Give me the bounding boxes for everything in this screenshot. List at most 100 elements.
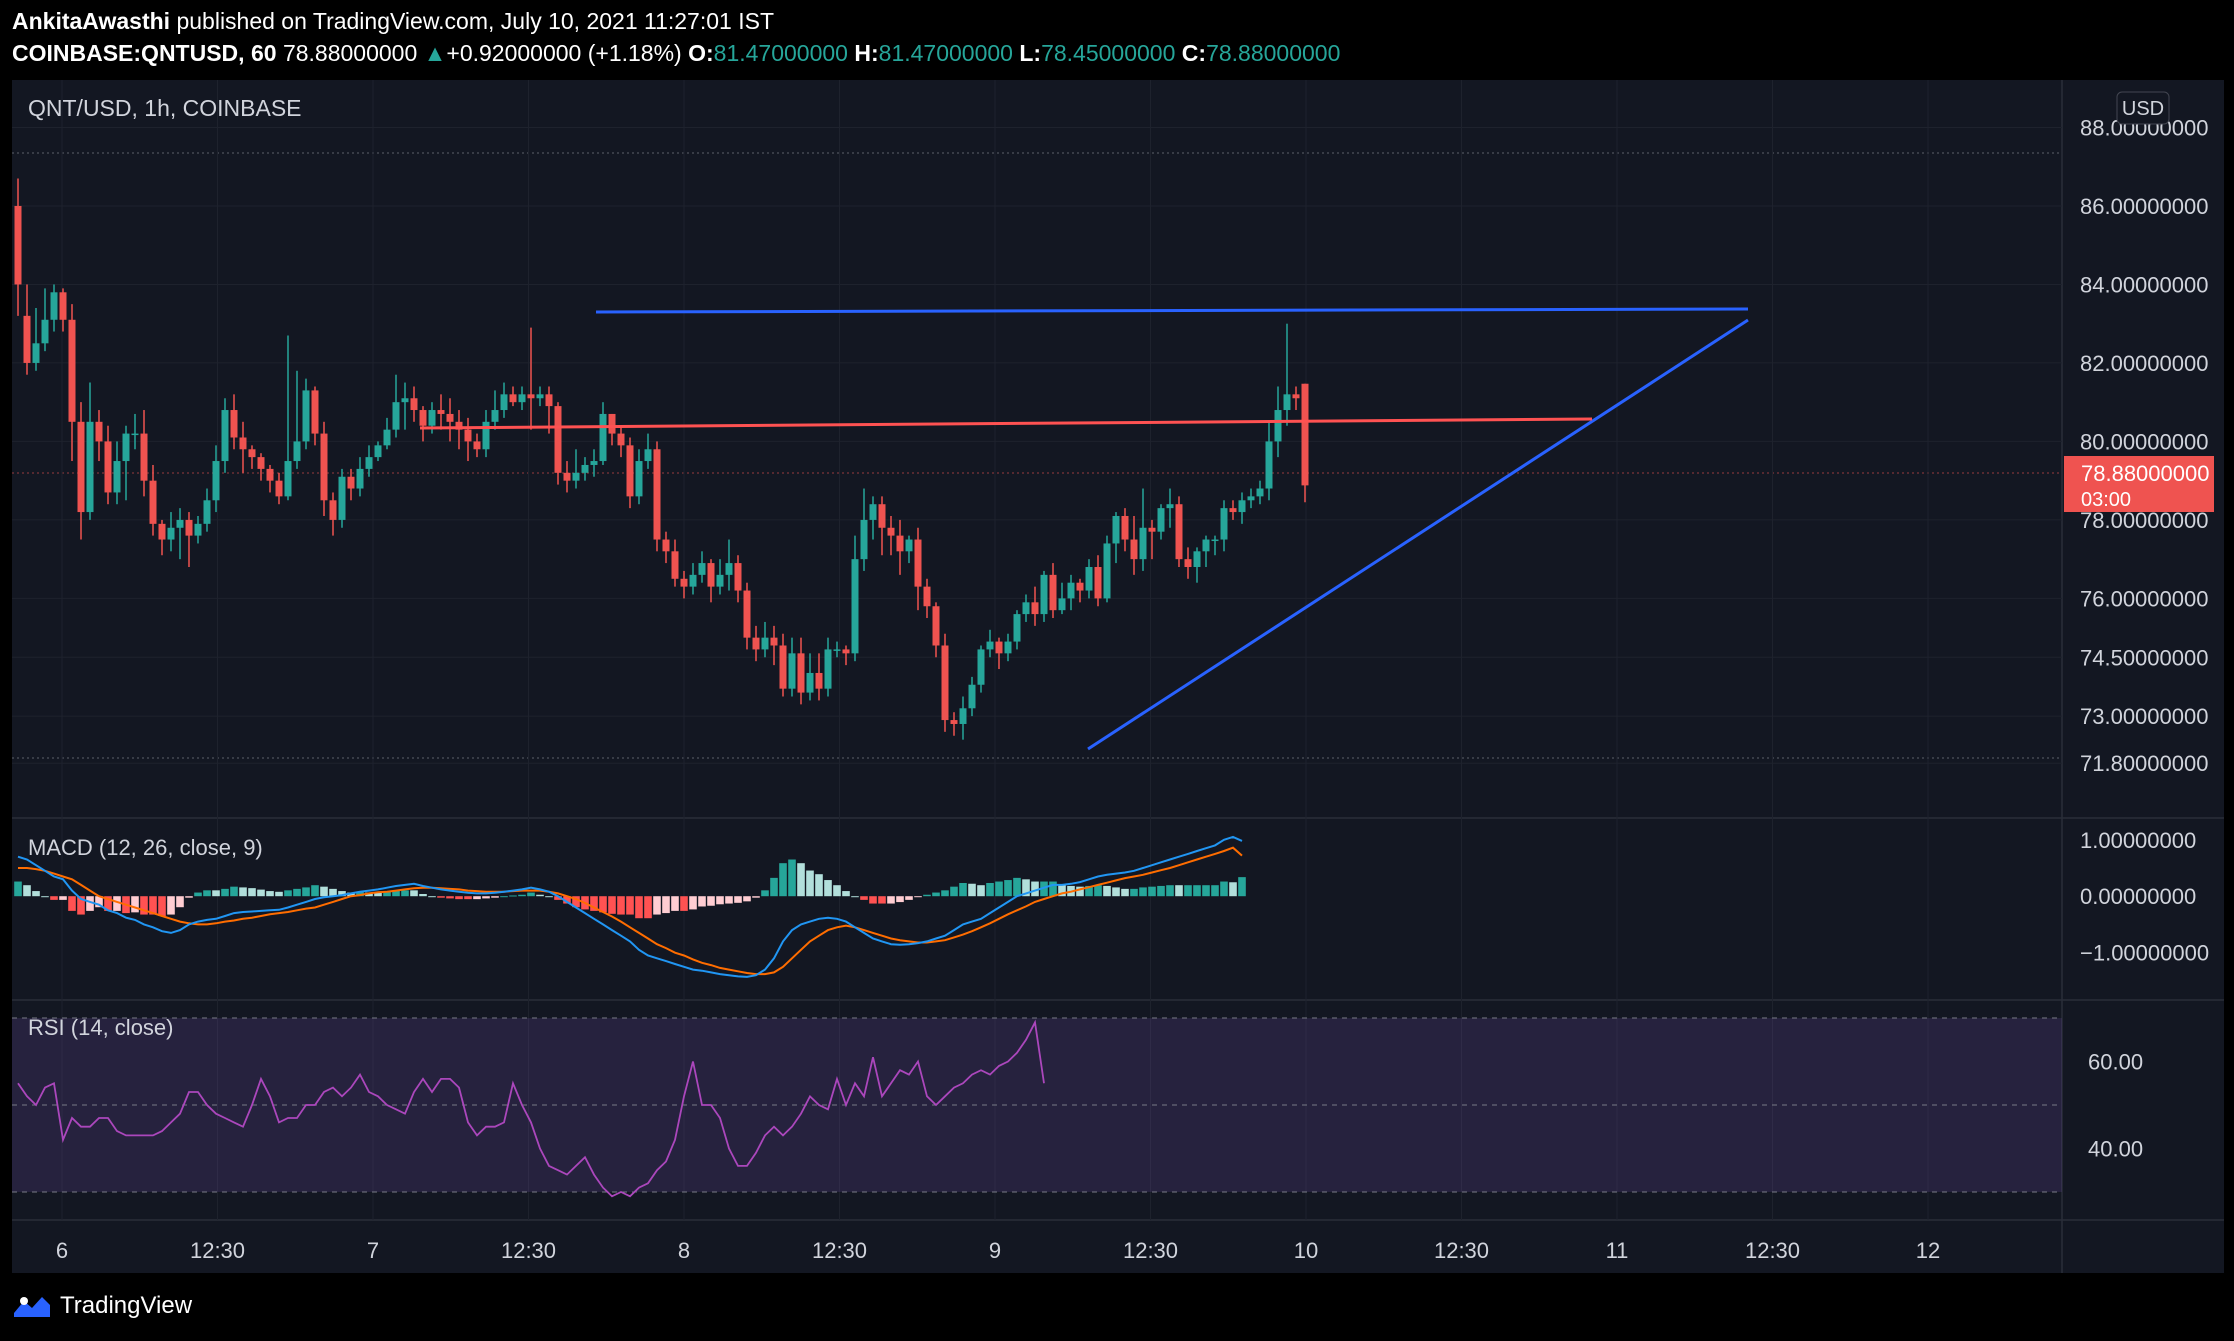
macd-histogram-bar — [1076, 886, 1084, 897]
macd-histogram-bar — [221, 888, 229, 897]
macd-histogram-bar — [77, 896, 85, 915]
close-label: C: — [1181, 40, 1207, 66]
candle-body — [257, 457, 265, 469]
rsi-line — [17, 1019, 1045, 1198]
macd-histogram-bar — [446, 896, 454, 899]
candle-body — [302, 390, 310, 442]
time-tick-label: 12:30 — [1434, 1238, 1489, 1263]
candle-body — [680, 578, 688, 587]
macd-histogram-bar — [986, 883, 994, 897]
macd-histogram-bar — [1202, 885, 1210, 897]
macd-histogram-bar — [1121, 888, 1129, 897]
candle-body — [1301, 383, 1309, 486]
candle-body — [410, 398, 418, 411]
candle-body — [68, 319, 76, 422]
candle-body — [401, 398, 409, 403]
candle-body — [1211, 539, 1219, 542]
macd-histogram-bar — [419, 894, 427, 897]
macd-histogram-bar — [284, 890, 292, 897]
candle-body — [788, 653, 796, 689]
candle-body — [1274, 410, 1282, 442]
macd-histogram-bar — [257, 889, 265, 897]
macd-tick-label: −1.00000000 — [2080, 941, 2209, 966]
candle-body — [140, 433, 148, 481]
candle-body — [320, 433, 328, 501]
candle-body — [689, 574, 697, 587]
candle-body — [671, 551, 679, 579]
candle-body — [1175, 504, 1183, 560]
candle-body — [347, 476, 355, 489]
candle-body — [482, 421, 490, 450]
macd-histogram-bar — [212, 890, 220, 897]
macd-histogram-bar — [815, 874, 823, 897]
candle-body — [770, 637, 778, 646]
time-tick-label: 8 — [678, 1238, 690, 1263]
candle-body — [977, 649, 985, 685]
candle-body — [905, 539, 913, 552]
publisher-name[interactable]: AnkitaAwasthi — [12, 8, 171, 34]
macd-histogram-bar — [833, 885, 841, 897]
candle-body — [176, 519, 184, 528]
macd-histogram-bar — [437, 896, 445, 898]
macd-histogram-bar — [797, 863, 805, 897]
candle-body — [941, 645, 949, 721]
candle-body — [590, 461, 598, 465]
candle-body — [806, 672, 814, 693]
macd-histogram-bar — [14, 881, 22, 897]
ohlc-line: COINBASE:QNTUSD, 60 78.88000000 ▲+0.9200… — [12, 40, 1340, 67]
macd-histogram-bar — [464, 896, 472, 900]
time-tick-label: 12:30 — [812, 1238, 867, 1263]
candle-body — [608, 413, 616, 434]
candle-body — [338, 476, 346, 520]
candle-body — [1103, 543, 1111, 599]
macd-histogram-bar — [563, 896, 571, 904]
macd-histogram-bar — [185, 896, 193, 898]
macd-tick-label: 1.00000000 — [2080, 828, 2196, 853]
candle-body — [41, 319, 49, 344]
macd-histogram-bar — [806, 870, 814, 897]
macd-histogram-bar — [887, 896, 895, 904]
high-value: 81.47000000 — [878, 40, 1013, 66]
macd-histogram-bar — [1013, 877, 1021, 897]
candle-body — [1031, 602, 1039, 615]
macd-histogram-bar — [266, 891, 274, 897]
candle-body — [185, 519, 193, 536]
macd-pane-title: MACD (12, 26, close, 9) — [28, 835, 263, 860]
price-tick-label: 71.80000000 — [2080, 751, 2208, 776]
macd-histogram-bar — [1094, 885, 1102, 897]
symbol-label: COINBASE:QNTUSD, 60 — [12, 40, 277, 66]
candle-body — [959, 708, 967, 724]
chart-area[interactable] — [12, 80, 2224, 1273]
candle-body — [581, 464, 589, 473]
candle-body — [716, 574, 724, 587]
macd-histogram-bar — [1058, 885, 1066, 897]
macd-histogram-bar — [527, 892, 535, 897]
candle-body — [1148, 527, 1156, 532]
rsi-pane-title: RSI (14, close) — [28, 1015, 174, 1040]
candle-body — [50, 292, 58, 320]
candle-body — [797, 653, 805, 693]
macd-histogram-bar — [599, 896, 607, 913]
candle-body — [824, 649, 832, 689]
price-tick-label: 78.00000000 — [2080, 508, 2208, 533]
macd-histogram-bar — [383, 891, 391, 897]
candle-body — [167, 527, 175, 540]
macd-histogram-bar — [851, 896, 859, 898]
macd-histogram-bar — [167, 896, 175, 915]
candle-body — [725, 563, 733, 575]
candle-body — [878, 504, 886, 528]
candle-body — [815, 672, 823, 689]
macd-histogram-bar — [1211, 885, 1219, 897]
low-label: L: — [1019, 40, 1042, 66]
candle-body — [284, 461, 292, 497]
candle-body — [914, 539, 922, 587]
macd-histogram-bar — [914, 896, 922, 898]
macd-histogram-bar — [356, 891, 364, 897]
macd-histogram-bar — [743, 896, 751, 902]
last-price-label: 78.88000000 — [2081, 461, 2209, 486]
price-tick-label: 73.00000000 — [2080, 704, 2208, 729]
candle-body — [419, 410, 427, 426]
macd-signal-line — [18, 846, 1243, 976]
tradingview-brand[interactable]: TradingView — [60, 1292, 193, 1319]
